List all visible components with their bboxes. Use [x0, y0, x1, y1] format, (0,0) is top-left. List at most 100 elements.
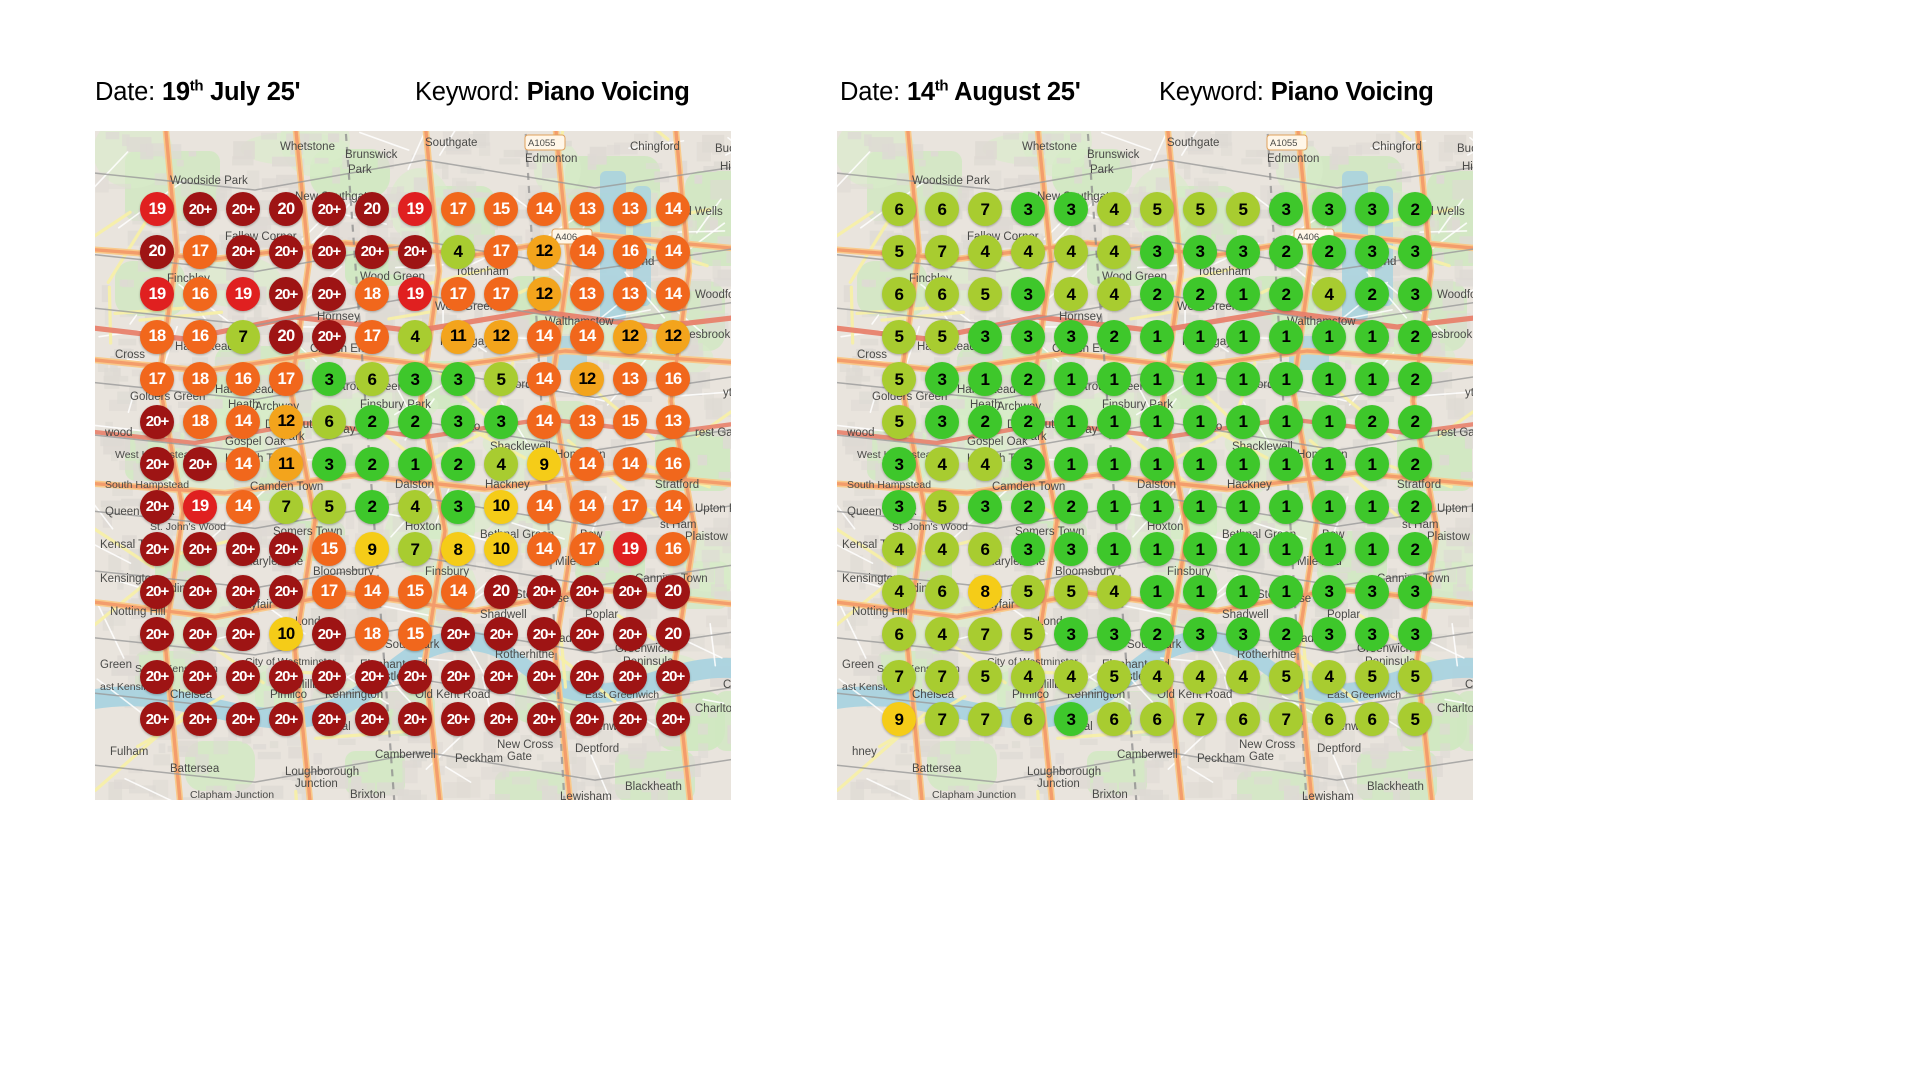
rank-pin[interactable]: 20+ [183, 532, 217, 566]
rank-pin[interactable]: 4 [968, 447, 1002, 481]
rank-pin[interactable]: 7 [925, 702, 959, 736]
rank-pin[interactable]: 3 [1054, 532, 1088, 566]
rank-pin[interactable]: 2 [441, 447, 475, 481]
rank-pin[interactable]: 3 [882, 447, 916, 481]
rank-pin[interactable]: 20 [355, 192, 389, 226]
rank-pin[interactable]: 12 [484, 319, 518, 354]
rank-pin[interactable]: 5 [882, 234, 916, 269]
rank-pin[interactable]: 14 [656, 192, 690, 226]
rank-pin[interactable]: 14 [527, 192, 561, 226]
rank-pin[interactable]: 1 [1226, 277, 1260, 311]
rank-pin[interactable]: 4 [882, 532, 916, 566]
rank-pin[interactable]: 4 [882, 574, 916, 609]
rank-pin[interactable]: 1 [1226, 319, 1260, 354]
rank-pin[interactable]: 3 [968, 319, 1002, 354]
rank-pin[interactable]: 15 [312, 532, 346, 566]
rank-pin[interactable]: 1 [1269, 532, 1303, 566]
rank-pin[interactable]: 7 [882, 659, 916, 694]
rank-pin[interactable]: 20+ [398, 659, 432, 694]
rank-pin[interactable]: 7 [968, 192, 1002, 226]
rank-pin[interactable]: 2 [1398, 404, 1432, 439]
rank-pin[interactable]: 3 [1097, 617, 1131, 651]
rank-pin[interactable]: 20 [656, 574, 690, 609]
rank-pin[interactable]: 11 [441, 319, 475, 354]
rank-pin[interactable]: 2 [1140, 617, 1174, 651]
rank-pin[interactable]: 1 [1140, 532, 1174, 566]
rank-pin[interactable]: 19 [183, 489, 217, 524]
rank-pin[interactable]: 20+ [527, 702, 561, 736]
rank-pin[interactable]: 1 [1355, 447, 1389, 481]
rank-pin[interactable]: 5 [968, 659, 1002, 694]
rank-pin[interactable]: 3 [1054, 319, 1088, 354]
rank-pin[interactable]: 6 [312, 404, 346, 439]
rank-pin[interactable]: 20+ [269, 532, 303, 566]
rank-pin[interactable]: 19 [613, 532, 647, 566]
rank-pin[interactable]: 2 [355, 404, 389, 439]
rank-pin[interactable]: 19 [398, 277, 432, 311]
rank-pin[interactable]: 20 [140, 234, 174, 269]
rank-pin[interactable]: 14 [570, 447, 604, 481]
rank-pin[interactable]: 15 [613, 404, 647, 439]
rank-pin[interactable]: 16 [656, 362, 690, 396]
rank-pin[interactable]: 1 [1097, 532, 1131, 566]
rank-pin[interactable]: 20+ [312, 319, 346, 354]
rank-pin[interactable]: 20+ [570, 617, 604, 651]
rank-pin[interactable]: 1 [1226, 574, 1260, 609]
rank-pin[interactable]: 20+ [183, 574, 217, 609]
rank-pin[interactable]: 1 [1269, 489, 1303, 524]
rank-pin[interactable]: 1 [1097, 362, 1131, 396]
rank-pin[interactable]: 3 [925, 362, 959, 396]
rank-pin[interactable]: 15 [398, 574, 432, 609]
rank-pin[interactable]: 2 [1054, 489, 1088, 524]
rank-pin[interactable]: 1 [1183, 362, 1217, 396]
rank-pin[interactable]: 20+ [269, 702, 303, 736]
rank-pin[interactable]: 2 [968, 404, 1002, 439]
rank-pin[interactable]: 5 [484, 362, 518, 396]
rank-pin[interactable]: 20+ [140, 617, 174, 651]
rank-pin[interactable]: 20+ [140, 489, 174, 524]
rank-pin[interactable]: 3 [1011, 192, 1045, 226]
rank-pin[interactable]: 3 [1140, 234, 1174, 269]
rank-pin[interactable]: 7 [925, 234, 959, 269]
rank-pin[interactable]: 14 [613, 447, 647, 481]
rank-pin[interactable]: 17 [570, 532, 604, 566]
rank-pin[interactable]: 5 [1398, 659, 1432, 694]
rank-pin[interactable]: 20+ [613, 702, 647, 736]
rank-pin[interactable]: 17 [484, 277, 518, 311]
rank-pin[interactable]: 20+ [613, 659, 647, 694]
rank-pin[interactable]: 7 [968, 702, 1002, 736]
rank-pin[interactable]: 14 [355, 574, 389, 609]
rank-pin[interactable]: 3 [1226, 234, 1260, 269]
rank-pin[interactable]: 18 [183, 404, 217, 439]
rank-pin[interactable]: 10 [269, 617, 303, 651]
rank-pin[interactable]: 13 [570, 404, 604, 439]
rank-pin[interactable]: 4 [1226, 659, 1260, 694]
rank-pin[interactable]: 3 [441, 362, 475, 396]
rank-pin[interactable]: 1 [1140, 362, 1174, 396]
rank-pin[interactable]: 3 [1011, 319, 1045, 354]
rank-pin[interactable]: 15 [484, 192, 518, 226]
rank-pin[interactable]: 4 [925, 617, 959, 651]
rank-pin[interactable]: 3 [1398, 277, 1432, 311]
rank-pin[interactable]: 2 [1011, 362, 1045, 396]
rank-pin[interactable]: 4 [968, 234, 1002, 269]
rank-pin[interactable]: 6 [1140, 702, 1174, 736]
rank-pin[interactable]: 2 [1398, 532, 1432, 566]
rank-pin[interactable]: 16 [183, 277, 217, 311]
rank-pin[interactable]: 20+ [656, 659, 690, 694]
rank-pin[interactable]: 20+ [183, 447, 217, 481]
rank-pin[interactable]: 4 [441, 234, 475, 269]
rank-pin[interactable]: 14 [570, 234, 604, 269]
rank-pin[interactable]: 16 [613, 234, 647, 269]
rank-pin[interactable]: 20+ [484, 702, 518, 736]
rank-pin[interactable]: 20+ [226, 659, 260, 694]
rank-pin[interactable]: 3 [1054, 617, 1088, 651]
rank-pin[interactable]: 6 [925, 277, 959, 311]
rank-pin[interactable]: 5 [1011, 617, 1045, 651]
rank-pin[interactable]: 3 [1398, 234, 1432, 269]
rank-pin[interactable]: 6 [925, 574, 959, 609]
rank-pin[interactable]: 17 [355, 319, 389, 354]
rank-pin[interactable]: 20+ [226, 617, 260, 651]
rank-pin[interactable]: 7 [968, 617, 1002, 651]
rank-pin[interactable]: 14 [226, 447, 260, 481]
